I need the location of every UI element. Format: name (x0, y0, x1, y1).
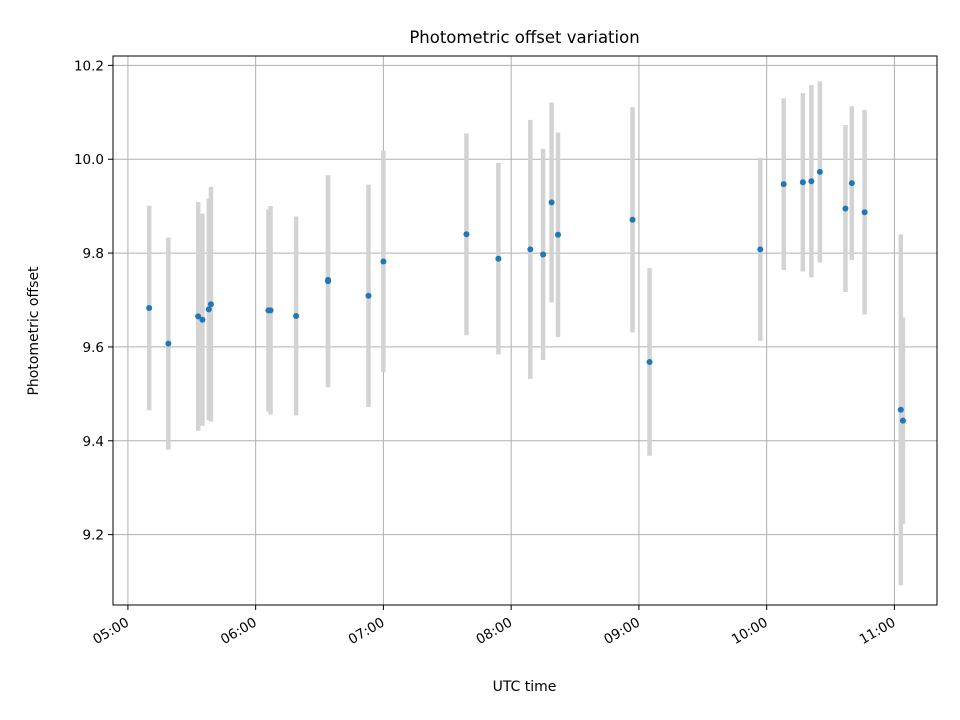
data-point (199, 316, 206, 323)
y-tick-label: 9.2 (83, 528, 104, 544)
data-point (325, 276, 332, 283)
data-point (548, 199, 555, 206)
data-point (861, 209, 868, 216)
data-point (780, 181, 787, 188)
data-point (267, 307, 274, 314)
chart-title: Photometric offset variation (409, 28, 639, 47)
data-point (757, 246, 764, 253)
data-point (165, 340, 172, 347)
data-point (842, 205, 849, 212)
data-point (816, 168, 823, 175)
data-point (365, 292, 372, 299)
data-point (799, 179, 806, 186)
data-points (146, 168, 906, 424)
data-point (555, 231, 562, 238)
data-point (899, 417, 906, 424)
data-point (146, 304, 153, 311)
data-point (527, 246, 534, 253)
data-point (380, 258, 387, 265)
data-point (540, 251, 547, 258)
data-point (293, 312, 300, 319)
y-tick-label: 9.4 (83, 434, 104, 450)
data-point (646, 358, 653, 365)
y-tick-label: 10.0 (74, 152, 104, 168)
data-point (463, 231, 470, 238)
y-tick-label: 9.8 (83, 246, 104, 262)
y-axis-label: Photometric offset (26, 266, 42, 396)
x-axis-label: UTC time (493, 679, 557, 695)
grid (113, 56, 937, 605)
y-tick-label: 10.2 (74, 58, 104, 74)
data-point (495, 255, 502, 262)
data-point (897, 406, 904, 413)
y-tick-label: 9.6 (83, 340, 104, 356)
data-point (629, 216, 636, 223)
data-point (195, 313, 202, 320)
data-point (848, 180, 855, 187)
data-point (808, 178, 815, 185)
y-axis-ticks: 9.2 9.4 9.6 9.8 10.0 10.2 (74, 58, 113, 544)
data-point (205, 306, 212, 313)
data-point (207, 301, 214, 308)
plot-frame (112, 55, 938, 606)
